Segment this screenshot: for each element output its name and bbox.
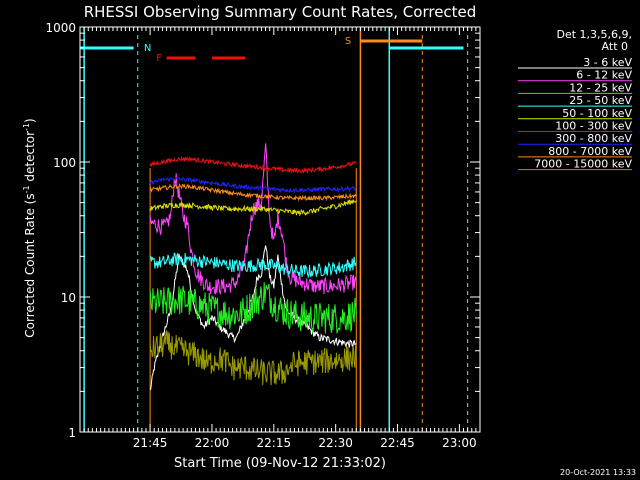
series-line [149, 176, 357, 194]
axes-layer: 21:45 22:00 22:15 22:30 22:45 23:00 1 10 100 1000 [45, 21, 481, 450]
series-line [149, 143, 357, 296]
footer-timestamp: 20-Oct-2021 13:33 [560, 468, 636, 477]
y-tick-label: 10 [61, 291, 76, 305]
x-tick-label: 23:00 [442, 436, 477, 450]
series-line [149, 182, 357, 202]
plot-border [79, 26, 481, 433]
x-tick-label: 22:15 [257, 436, 292, 450]
x-tick-label: 22:00 [195, 436, 230, 450]
legend-entry-label: 12 - 25 keV [569, 81, 632, 94]
series-line [149, 282, 357, 334]
y-axis-label-sup: -1 [22, 123, 31, 131]
flag-label-f: F [156, 53, 162, 64]
series-line [149, 155, 357, 175]
legend-entry-label: 800 - 7000 keV [548, 145, 632, 158]
legend-entry-label: 50 - 100 keV [562, 107, 632, 120]
y-axis-label-sup: -1 [22, 185, 31, 193]
y-tick-label: 1 [68, 426, 76, 440]
x-tick-label: 22:45 [380, 436, 415, 450]
x-tick-label: 21:45 [133, 436, 168, 450]
series-line [149, 329, 357, 386]
y-tick-label: 1000 [45, 21, 76, 35]
legend-header-2: Att 0 [602, 40, 628, 53]
legend-header-1: Det 1,3,5,6,9, [556, 28, 632, 41]
legend-entry-label: 300 - 800 keV [555, 132, 632, 145]
legend-entry-label: 7000 - 15000 keV [534, 158, 632, 171]
x-axis-label: Start Time (09-Nov-12 21:33:02) [174, 456, 386, 471]
series-layer [149, 143, 357, 391]
y-axis-label-group: Corrected Count Rate (s-1 detector-1) [22, 118, 37, 337]
chart-title: RHESSI Observing Summary Count Rates, Co… [84, 3, 477, 21]
flag-label-s: S [345, 36, 351, 47]
x-tick-label: 22:30 [318, 436, 353, 450]
y-axis-label-part: ) [23, 118, 37, 123]
legend-entry-label: 25 - 50 keV [569, 94, 632, 107]
flag-label-n: N [144, 43, 151, 54]
legend-entry-label: 100 - 300 keV [555, 120, 632, 133]
legend-entry-label: 6 - 12 keV [576, 69, 632, 82]
y-axis-label-part: detector [23, 131, 37, 186]
series-line [149, 199, 357, 217]
plot-area [79, 26, 481, 433]
y-axis-label-part: Corrected Count Rate (s [23, 193, 37, 337]
y-tick-label: 100 [53, 156, 76, 170]
legend-entry-label: 3 - 6 keV [583, 56, 632, 69]
annotation-layer: NF S [80, 27, 469, 432]
series-line [150, 252, 357, 279]
y-axis-label: Corrected Count Rate (s-1 detector-1) [22, 118, 37, 337]
